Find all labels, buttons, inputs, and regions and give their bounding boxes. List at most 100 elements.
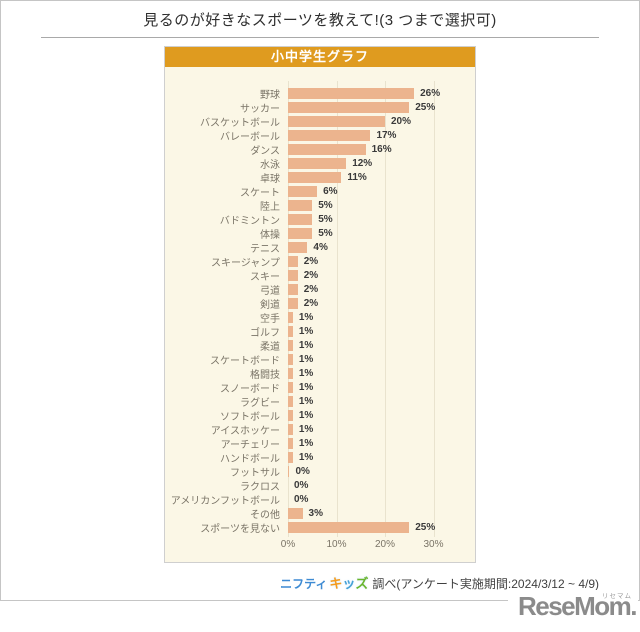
chart-row: ソフトボール 1% xyxy=(165,408,475,423)
value-label: 1% xyxy=(298,339,314,351)
chart-panel: 小中学生グラフ 野球 26% サッカー 25% バスケットボール 20% バレーボール 17%… xyxy=(164,46,476,563)
value-label: 1% xyxy=(298,325,314,337)
value-label: 17% xyxy=(376,129,397,141)
chart-row: ゴルフ 1% xyxy=(165,324,475,339)
category-label: ソフトボール xyxy=(220,411,280,423)
chart-row: ハンドボール 1% xyxy=(165,450,475,465)
gridline xyxy=(385,81,386,537)
article-image-box: 見るのが好きなスポーツを教えて!(3 つまで選択可) 小中学生グラフ 野球 26%… xyxy=(0,0,640,601)
bar xyxy=(288,465,290,477)
survey-source-line: ニフティ キッズ 調べ(アンケート実施期間:2024/3/12 ~ 4/9) xyxy=(280,573,599,592)
chart-row: 体操 5% xyxy=(165,226,475,241)
value-label: 26% xyxy=(420,87,441,99)
category-label: サッカー xyxy=(240,103,280,115)
value-label: 1% xyxy=(298,367,314,379)
value-label: 5% xyxy=(318,199,333,211)
chart-row: テニス 4% xyxy=(165,240,475,255)
chart-row: 弓道 2% xyxy=(165,282,475,297)
chart-row: バドミントン 5% xyxy=(165,212,475,227)
title-divider xyxy=(41,37,599,38)
chart-row: スポーツを見ない 25% xyxy=(165,520,475,535)
bar xyxy=(288,311,293,323)
bar xyxy=(288,437,293,449)
bar xyxy=(288,507,303,519)
chart-row: ラクロス 0% xyxy=(165,478,475,493)
bar xyxy=(288,409,293,421)
category-label: スポーツを見ない xyxy=(200,523,280,535)
value-label: 1% xyxy=(298,409,314,421)
value-label: 2% xyxy=(303,283,319,295)
bar xyxy=(288,353,293,365)
category-label: テニス xyxy=(250,243,280,255)
bar xyxy=(288,395,293,407)
chart-row: バレーボール 17% xyxy=(165,128,475,143)
bar xyxy=(288,101,410,113)
kids-brand-logo: キッズ xyxy=(329,576,368,591)
chart-row: 水泳 12% xyxy=(165,156,475,171)
category-label: スケート xyxy=(240,187,280,199)
bar xyxy=(288,451,293,463)
bar xyxy=(288,521,410,533)
value-label: 5% xyxy=(318,227,333,239)
value-label: 0% xyxy=(294,493,309,505)
kids-brand-char: キ xyxy=(329,576,343,591)
category-label: 剣道 xyxy=(260,299,280,311)
chart-row: スキー 2% xyxy=(165,268,475,283)
chart-row: スケートボード 1% xyxy=(165,352,475,367)
bar xyxy=(288,381,293,393)
category-label: ラクロス xyxy=(240,481,280,493)
bar xyxy=(288,87,415,99)
resemom-ruby-text: リセマム xyxy=(602,593,632,600)
category-label: その他 xyxy=(250,509,280,521)
value-label: 25% xyxy=(415,521,436,533)
value-label: 25% xyxy=(415,101,436,113)
category-label: ラグビー xyxy=(240,397,280,409)
value-label: 0% xyxy=(295,465,310,477)
bar xyxy=(288,255,298,267)
value-label: 4% xyxy=(313,241,328,253)
chart-row: 柔道 1% xyxy=(165,338,475,353)
chart-row: 空手 1% xyxy=(165,310,475,325)
value-label: 1% xyxy=(298,423,314,435)
bar xyxy=(288,143,366,155)
bar xyxy=(288,227,313,239)
chart-row: その他 3% xyxy=(165,506,475,521)
chart-rows: 野球 26% サッカー 25% バスケットボール 20% バレーボール 17% ダンス 16% 水泳… xyxy=(165,86,475,535)
value-label: 1% xyxy=(298,381,314,393)
chart-row: アイスホッケー 1% xyxy=(165,422,475,437)
bar xyxy=(288,157,347,169)
value-label: 12% xyxy=(352,157,373,169)
bar xyxy=(288,115,385,127)
resemom-logo: リセマム ReseMom. xyxy=(507,590,638,622)
gridline xyxy=(336,81,338,537)
chart-row: ラグビー 1% xyxy=(165,394,475,409)
category-label: スノーボード xyxy=(220,383,280,395)
chart-row: スケート 6% xyxy=(165,184,475,199)
bar xyxy=(288,423,293,435)
bar xyxy=(288,325,293,337)
category-label: アイスホッケー xyxy=(210,425,280,437)
value-label: 1% xyxy=(298,311,314,323)
kids-brand-char: ズ xyxy=(355,576,369,591)
category-label: 陸上 xyxy=(260,201,280,213)
bar xyxy=(288,199,313,211)
category-label: バスケットボール xyxy=(200,117,280,129)
value-label: 0% xyxy=(294,479,309,491)
value-label: 2% xyxy=(303,269,319,281)
category-label: 弓道 xyxy=(260,285,280,297)
chart-row: サッカー 25% xyxy=(165,100,475,115)
bar xyxy=(288,213,313,225)
chart-panel-header: 小中学生グラフ xyxy=(165,47,475,67)
category-label: 柔道 xyxy=(260,341,280,353)
kids-brand-char: ッ xyxy=(342,576,356,591)
category-label: 体操 xyxy=(260,229,280,241)
category-label: 水泳 xyxy=(260,159,280,171)
x-tick-label: 0% xyxy=(280,539,296,550)
chart-row: スキージャンプ 2% xyxy=(165,254,475,269)
category-label: ダンス xyxy=(250,145,280,157)
chart-row: 野球 26% xyxy=(165,86,475,101)
chart-row: アメリカンフットボール 0% xyxy=(165,492,475,507)
value-label: 1% xyxy=(298,353,314,365)
chart-row: アーチェリー 1% xyxy=(165,436,475,451)
